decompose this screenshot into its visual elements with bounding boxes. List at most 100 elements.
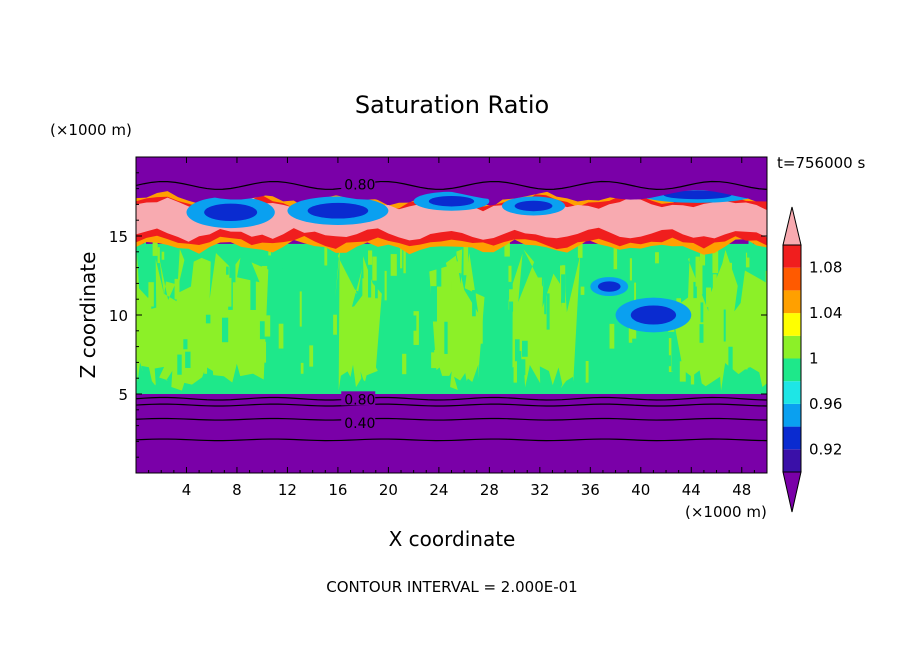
field-streak (700, 302, 704, 323)
field-streak (558, 241, 562, 266)
field-streak (444, 321, 448, 354)
field-streak (280, 268, 285, 298)
field-blue-core (630, 305, 677, 325)
field-streak (679, 361, 686, 382)
field-streak (247, 350, 253, 371)
field-streak (137, 313, 142, 323)
field-streak (693, 281, 697, 299)
field-streak (634, 282, 637, 315)
field-streak (174, 278, 180, 300)
field-blue-core (514, 200, 553, 212)
field-streak (765, 270, 767, 284)
field-streak (372, 256, 377, 281)
field-streak (513, 365, 518, 383)
colorbar-tick-label: 0.92 (809, 440, 842, 458)
colorbar-swatch (783, 335, 801, 359)
field-streak (407, 241, 413, 276)
field-streak (161, 251, 165, 260)
field-streak (456, 261, 462, 274)
colorbar-tick-label: 0.96 (809, 395, 842, 413)
field-streak (726, 262, 732, 281)
field-streak (357, 333, 364, 358)
colorbar-swatch (783, 313, 801, 336)
colorbar-top-arrow (782, 206, 802, 246)
field-streak (299, 291, 302, 327)
field-blue-core (307, 202, 369, 219)
chart-title: Saturation Ratio (355, 91, 549, 119)
field-streak (561, 274, 566, 303)
field-blue-core (597, 281, 621, 292)
field-streak (592, 314, 595, 342)
field-streak (177, 354, 182, 375)
field-streak (755, 278, 759, 301)
field-streak (609, 323, 615, 349)
field-blue-core (428, 196, 475, 207)
field-streak (250, 278, 256, 310)
field-streak (352, 248, 356, 274)
field-streak (375, 271, 378, 299)
colorbar-frame (782, 244, 802, 473)
field-streak (221, 317, 229, 343)
field-streak (226, 266, 229, 275)
field-streak (522, 321, 525, 333)
field-streak (665, 355, 671, 367)
x-axis: 4 8 12 16 20 24 28 32 36 40 44 48 (148, 157, 755, 499)
field-upper-dry (136, 157, 767, 200)
field-streak (229, 250, 236, 283)
y-tick-label: 15 (109, 228, 128, 246)
field-lime-patch (136, 252, 181, 386)
field-streak (400, 238, 403, 269)
field-streak (259, 321, 266, 340)
field-streak (281, 355, 287, 372)
field-streak (509, 289, 514, 307)
field-streak (706, 287, 712, 308)
field-streak (383, 333, 389, 348)
contour-label: 0.80 (344, 177, 375, 193)
colorbar-tick-label: 1.08 (809, 259, 842, 277)
field-streak (690, 357, 695, 385)
colorbar-swatch (783, 290, 801, 314)
contour-line (136, 396, 767, 401)
field-streak (268, 305, 275, 315)
field-streak (368, 268, 372, 298)
colorbar-swatch (783, 403, 801, 427)
field-streak (723, 309, 726, 342)
field-streak (378, 350, 383, 372)
y-axis: 5 10 15 (109, 172, 767, 458)
field-streak (264, 315, 271, 337)
field-streak (668, 338, 673, 373)
field-streak (616, 332, 622, 344)
field-streak (390, 254, 397, 276)
field-streak (577, 238, 583, 258)
contour-label: 0.40 (344, 416, 375, 432)
y-tick-label: 10 (109, 307, 128, 325)
field-streak (261, 265, 268, 293)
x-tick-label: 8 (232, 481, 242, 499)
x-tick-label: 28 (480, 481, 499, 499)
field-streak (156, 305, 159, 315)
contour-label-bg (341, 415, 376, 430)
field-streak (504, 253, 507, 282)
field-streak (721, 335, 725, 348)
x-unit-label: (×1000 m) (685, 503, 767, 521)
field-streak (712, 274, 717, 302)
field-streak (434, 349, 440, 358)
field-streak (362, 278, 367, 300)
field-streak (439, 346, 446, 356)
contour-line (136, 438, 767, 442)
field-streak (148, 282, 154, 307)
field-streak (225, 277, 232, 307)
x-tick-label: 32 (530, 481, 549, 499)
colorbar-bottom-arrow (782, 471, 802, 513)
field-streak (280, 262, 283, 272)
field-streak (600, 351, 604, 363)
contour-label-bg (341, 176, 376, 191)
field-streak (276, 309, 280, 329)
field-streak (655, 252, 659, 264)
time-label: t=756000 s (777, 154, 865, 172)
x-tick-label: 20 (379, 481, 398, 499)
x-axis-title: X coordinate (389, 527, 516, 551)
colorbar-tick-label: 1.04 (809, 304, 842, 322)
field-streak (413, 315, 417, 331)
